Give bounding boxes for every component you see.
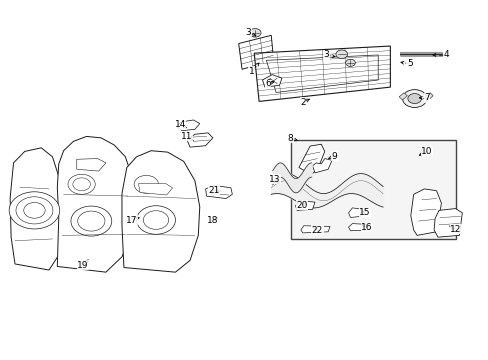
Text: 15: 15 xyxy=(359,208,370,217)
Polygon shape xyxy=(77,158,106,171)
Text: 17: 17 xyxy=(126,216,137,225)
Text: 13: 13 xyxy=(268,175,280,184)
Text: 20: 20 xyxy=(296,201,307,210)
Text: 3: 3 xyxy=(245,28,251,37)
Polygon shape xyxy=(348,224,370,231)
Polygon shape xyxy=(433,208,461,237)
Polygon shape xyxy=(312,158,331,173)
Text: 3: 3 xyxy=(323,50,328,59)
Circle shape xyxy=(345,59,355,66)
Circle shape xyxy=(407,94,421,104)
Text: 10: 10 xyxy=(420,147,432,156)
Text: 4: 4 xyxy=(443,50,448,59)
Text: 21: 21 xyxy=(208,185,220,194)
Polygon shape xyxy=(238,35,273,69)
Text: 19: 19 xyxy=(77,261,89,270)
Polygon shape xyxy=(176,120,200,131)
Circle shape xyxy=(136,206,175,234)
Circle shape xyxy=(249,28,261,37)
Text: 6: 6 xyxy=(264,79,270,88)
Circle shape xyxy=(9,192,60,229)
Text: 16: 16 xyxy=(361,222,372,231)
Text: 11: 11 xyxy=(181,132,192,141)
Polygon shape xyxy=(295,201,314,210)
Text: 8: 8 xyxy=(287,134,293,143)
Polygon shape xyxy=(205,185,232,199)
Polygon shape xyxy=(10,148,61,270)
Polygon shape xyxy=(254,46,389,102)
Text: 1: 1 xyxy=(248,67,254,76)
Polygon shape xyxy=(410,189,441,235)
Circle shape xyxy=(402,90,426,108)
Circle shape xyxy=(68,174,95,194)
Circle shape xyxy=(335,50,347,59)
Text: 12: 12 xyxy=(449,225,461,234)
Polygon shape xyxy=(262,75,282,87)
Polygon shape xyxy=(57,136,133,272)
Text: 9: 9 xyxy=(331,152,337,161)
Bar xyxy=(290,140,455,239)
Polygon shape xyxy=(398,93,407,100)
Polygon shape xyxy=(348,208,362,217)
Circle shape xyxy=(71,206,112,236)
Polygon shape xyxy=(122,151,200,272)
Text: 22: 22 xyxy=(311,225,323,234)
Polygon shape xyxy=(298,144,324,175)
Text: 14: 14 xyxy=(174,120,185,129)
Polygon shape xyxy=(425,93,432,100)
Text: 18: 18 xyxy=(207,216,218,225)
Polygon shape xyxy=(300,226,329,233)
Text: 7: 7 xyxy=(423,93,429,102)
Circle shape xyxy=(134,175,158,193)
Polygon shape xyxy=(138,184,172,195)
Text: 5: 5 xyxy=(406,59,412,68)
Polygon shape xyxy=(187,133,212,147)
Text: 2: 2 xyxy=(300,98,305,107)
